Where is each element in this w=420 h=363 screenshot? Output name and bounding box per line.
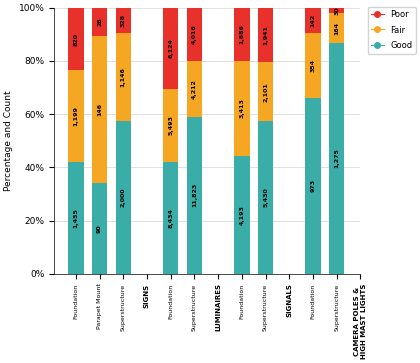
Bar	[234, 8, 249, 61]
Bar	[187, 8, 202, 61]
Text: 5,430: 5,430	[263, 188, 268, 207]
Text: 328: 328	[121, 14, 126, 27]
Text: 146: 146	[97, 103, 102, 116]
Text: 11,823: 11,823	[192, 183, 197, 207]
Bar	[187, 117, 202, 274]
Bar	[305, 8, 321, 33]
Bar	[305, 98, 321, 274]
Bar	[163, 8, 178, 89]
Bar	[329, 43, 344, 274]
Text: 142: 142	[310, 14, 315, 27]
Text: 973: 973	[310, 179, 315, 192]
Bar	[68, 70, 84, 162]
Text: 1,455: 1,455	[74, 208, 79, 228]
Bar	[329, 8, 344, 13]
Text: 820: 820	[74, 33, 79, 46]
Text: 30: 30	[334, 6, 339, 15]
Bar	[92, 8, 107, 36]
Bar	[116, 33, 131, 121]
Bar	[258, 121, 273, 274]
Text: 3,413: 3,413	[239, 98, 244, 118]
Text: 6,124: 6,124	[168, 38, 173, 58]
Text: 8,434: 8,434	[168, 208, 173, 228]
Text: 354: 354	[310, 59, 315, 72]
Bar	[68, 8, 84, 70]
Text: 1,275: 1,275	[334, 148, 339, 168]
Text: 28: 28	[97, 17, 102, 26]
Bar	[92, 183, 107, 274]
Text: 1,886: 1,886	[239, 24, 244, 44]
Text: 1,941: 1,941	[263, 25, 268, 45]
Legend: Poor, Fair, Good: Poor, Fair, Good	[368, 7, 416, 53]
Text: 5,493: 5,493	[168, 115, 173, 135]
Text: 2,101: 2,101	[263, 82, 268, 102]
Y-axis label: Percentage and Count: Percentage and Count	[4, 90, 13, 191]
Text: 164: 164	[334, 21, 339, 34]
Text: 4,212: 4,212	[192, 79, 197, 99]
Text: 1,146: 1,146	[121, 67, 126, 87]
Text: 2,000: 2,000	[121, 187, 126, 207]
Text: 90: 90	[97, 224, 102, 233]
Bar	[116, 8, 131, 33]
Bar	[116, 121, 131, 274]
Bar	[234, 61, 249, 156]
Bar	[92, 36, 107, 183]
Bar	[258, 62, 273, 121]
Bar	[187, 61, 202, 117]
Bar	[329, 13, 344, 43]
Bar	[163, 89, 178, 162]
Bar	[234, 156, 249, 274]
Text: 1,199: 1,199	[74, 106, 79, 126]
Text: 4,016: 4,016	[192, 24, 197, 44]
Bar	[258, 8, 273, 62]
Bar	[163, 162, 178, 274]
Text: 4,193: 4,193	[239, 205, 244, 225]
Bar	[305, 33, 321, 98]
Bar	[68, 162, 84, 274]
